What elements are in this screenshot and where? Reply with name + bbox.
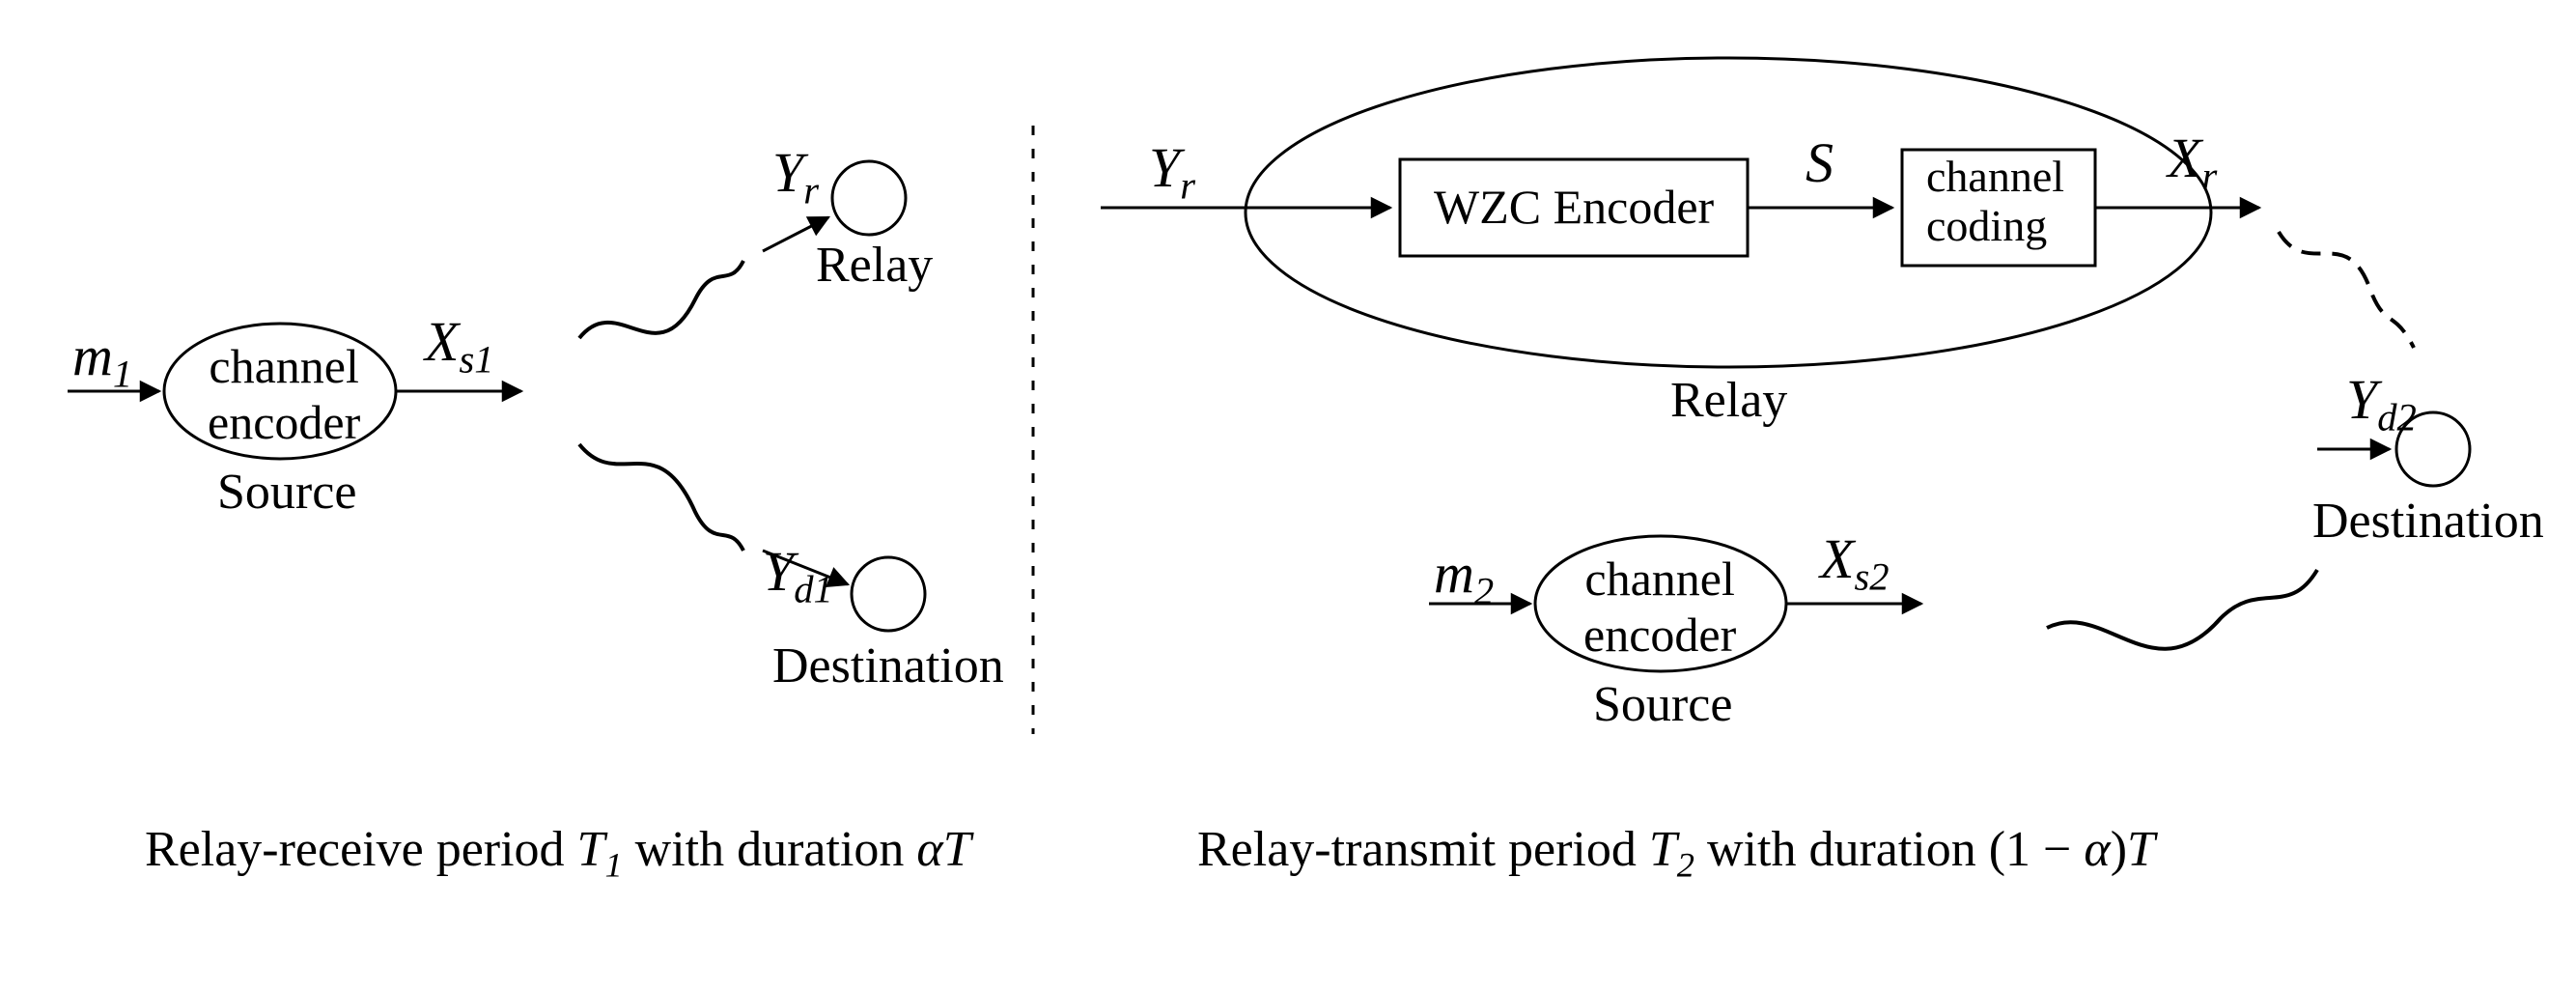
signal-xr: Xr — [2168, 126, 2217, 199]
label-channel-encoder-left: channelencoder — [208, 338, 360, 450]
label-channel-coding: channelcoding — [1926, 153, 2064, 250]
signal-yr-left: Yr — [772, 140, 819, 213]
label-source-left: Source — [217, 464, 356, 521]
node-relay-left — [832, 161, 906, 235]
label-relay-right: Relay — [1670, 372, 1787, 429]
caption-left: Relay-receive period T1 with duration αT — [145, 821, 971, 885]
signal-xs2: Xs2 — [1820, 526, 1890, 600]
label-destination-right: Destination — [2312, 493, 2544, 550]
label-destination-left: Destination — [772, 637, 1004, 694]
node-relay-right — [1246, 58, 2211, 367]
label-relay-left: Relay — [816, 237, 933, 294]
signal-yd1: Yd1 — [763, 539, 833, 612]
signal-m2: m2 — [1434, 541, 1494, 614]
diagram-canvas: m1 channelencoder Source Xs1 Yr Relay Yd… — [0, 0, 2576, 991]
label-channel-encoder-right: channelencoder — [1583, 551, 1736, 663]
signal-yd2: Yd2 — [2346, 367, 2417, 440]
squiggle-to-dest-left — [579, 444, 743, 551]
squiggle-to-relay-left — [579, 261, 743, 338]
label-wzc-encoder: WZC Encoder — [1434, 179, 1714, 235]
squiggle-source-to-dest — [2047, 570, 2317, 649]
node-dest-left — [852, 557, 925, 631]
signal-yr-right: Yr — [1149, 135, 1195, 209]
caption-right: Relay-transmit period T2 with duration (… — [1197, 821, 2155, 885]
signal-xs1: Xs1 — [425, 309, 494, 382]
signal-m1: m1 — [72, 324, 132, 397]
label-source-right: Source — [1593, 676, 1732, 733]
squiggle-relay-to-dest — [2279, 232, 2414, 348]
signal-s: S — [1806, 130, 1834, 195]
